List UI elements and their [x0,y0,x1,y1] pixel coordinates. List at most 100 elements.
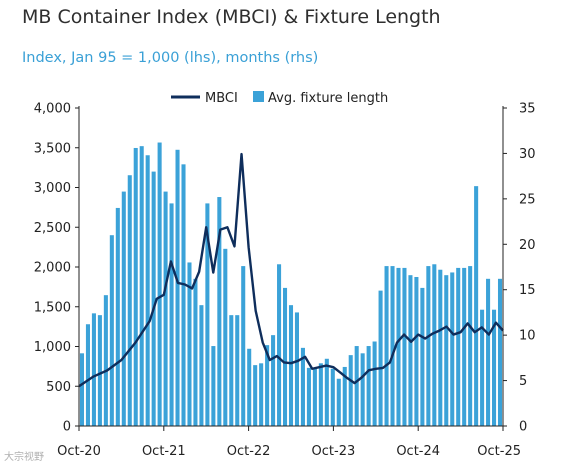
fixture-length-bar [450,272,455,426]
fixture-length-bar [91,313,96,426]
fixture-length-bar [235,315,240,426]
x-axis-tick-label: Oct-24 [396,444,440,459]
fixture-length-bar [79,353,85,426]
x-axis-tick-label: Oct-25 [477,444,521,459]
fixture-length-bar [294,312,299,426]
left-axis-tick-label: 2,000 [34,261,71,276]
fixture-length-bar [211,346,216,426]
x-axis-tick-label: Oct-21 [142,444,186,459]
right-axis-tick-label: 10 [519,329,536,344]
fixture-length-bar [157,142,162,426]
left-axis-tick-label: 3,000 [34,181,71,196]
fixture-length-bar [354,346,359,426]
fixture-length-bar [408,275,413,426]
fixture-length-bar [109,235,114,426]
fixture-length-bar [348,355,353,426]
fixture-length-bar [259,363,264,426]
fixture-length-bar [342,366,347,426]
fixture-length-bar [444,275,449,426]
fixture-length-bar [414,276,419,426]
fixture-length-bar [492,309,497,426]
fixture-length-bar [223,248,228,426]
fixture-length-bar [366,346,371,426]
left-axis-tick-label: 1,000 [34,340,71,355]
fixture-length-bar [312,368,317,426]
fixture-length-bar [85,324,90,426]
fixture-length-bar [229,315,234,426]
left-axis-tick-label: 1,500 [34,300,71,315]
fixture-length-bar [199,305,204,426]
fixture-length-bar [97,315,102,426]
fixture-length-bar [456,267,461,426]
fixture-length-bar [175,149,180,427]
fixture-length-bar [396,267,401,426]
fixture-length-bar [265,345,270,426]
fixture-length-bar [187,262,192,426]
fixture-length-bar [462,267,467,426]
fixture-length-bar [127,175,132,426]
fixture-length-bar [318,363,323,426]
fixture-length-bar [169,203,174,426]
fixture-length-bar [241,266,246,426]
fixture-length-bar [163,191,168,426]
axes: 0 500 1,000 1,500 2,000 2,500 3,000 3,500 4,000 0… [34,102,536,460]
fixture-length-bar [426,266,431,426]
right-axis-tick-label: 15 [519,283,536,298]
left-axis-tick-label: 4,000 [34,102,71,117]
x-axis-tick-label: Oct-20 [57,444,101,459]
fixture-length-bar [288,305,294,426]
fixture-length-bar [468,266,473,426]
bar-series [79,142,503,427]
fixture-length-bar [300,347,305,426]
fixture-length-bar [360,353,365,426]
x-axis-tick-label: Oct-23 [312,444,356,459]
fixture-length-bar [181,164,186,426]
legend-line-label: MBCI [205,91,238,106]
mbci-line [78,152,504,388]
fixture-length-bar [115,207,120,426]
fixture-length-bar [145,155,150,426]
watermark: 大宗视野 [4,452,44,463]
left-axis-tick-label: 2,500 [34,221,71,236]
fixture-length-bar [133,147,138,427]
right-axis-tick-label: 20 [519,238,536,253]
fixture-length-bar [151,171,156,426]
legend-bar-label: Avg. fixture length [268,91,388,106]
right-axis-tick-label: 30 [519,147,536,162]
fixture-length-bar [277,264,282,426]
left-axis-tick-label: 500 [46,380,71,395]
x-axis-tick-label: Oct-22 [227,444,271,459]
fixture-length-bar [324,358,329,426]
fixture-length-bar [271,335,276,426]
fixture-length-bar [474,186,479,426]
fixture-length-bar [402,267,407,426]
chart-subtitle: Index, Jan 95 = 1,000 (lhs), months (rhs… [22,50,319,66]
fixture-length-bar [378,290,383,426]
legend-bar-swatch [253,91,264,102]
left-axis-tick-label: 3,500 [34,141,71,156]
fixture-length-bar [217,197,222,426]
fixture-length-bar [330,368,335,426]
fixture-length-bar [103,295,108,426]
fixture-length-bar [372,341,377,426]
fixture-length-bar [438,269,443,426]
fixture-length-bar [432,264,437,426]
fixture-length-bar [253,365,258,426]
chart-title: MB Container Index (MBCI) & Fixture Leng… [22,6,441,28]
fixture-length-bar [139,146,144,426]
right-axis-tick-label: 5 [519,374,527,389]
fixture-length-bar [121,191,126,426]
chart-legend: MBCI Avg. fixture length [171,91,388,106]
fixture-length-bar [336,378,341,426]
right-axis-tick-label: 0 [519,420,527,435]
fixture-length-bar [247,348,252,426]
left-axis-tick-label: 0 [63,420,71,435]
fixture-length-bar [390,266,395,426]
right-axis-tick-label: 25 [519,192,536,207]
fixture-length-bar [420,287,425,426]
fixture-length-bar [486,278,491,426]
fixture-length-bar [384,266,389,426]
fixture-length-bar [205,203,210,426]
fixture-length-bar [283,287,288,426]
